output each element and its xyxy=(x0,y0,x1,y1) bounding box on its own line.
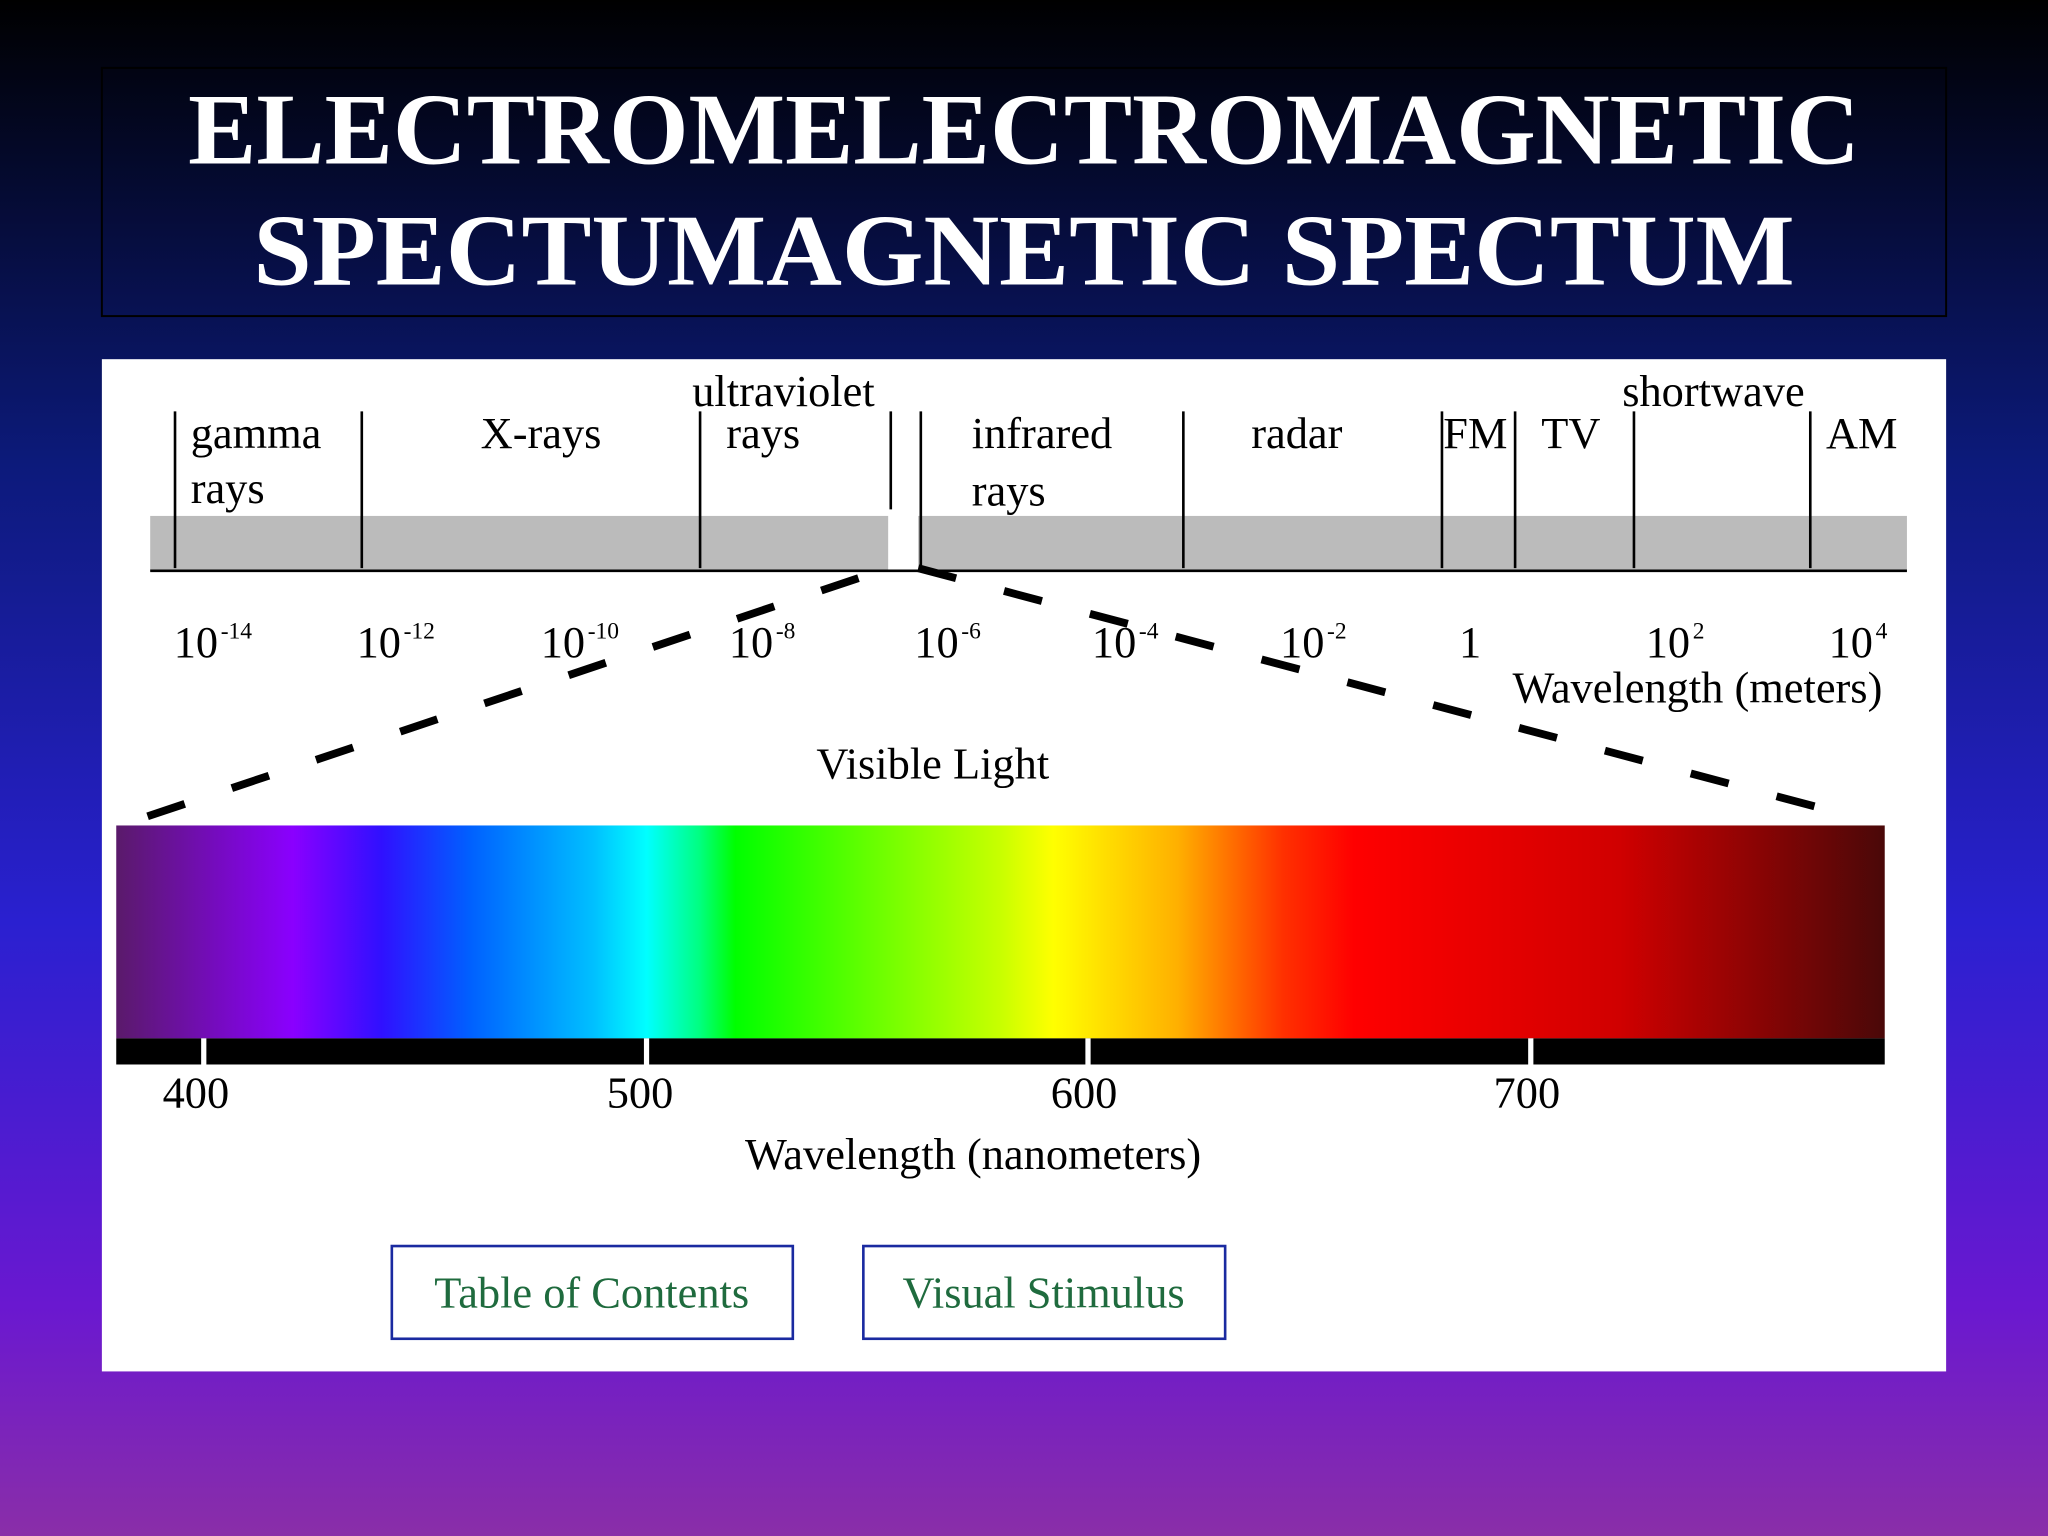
wavelength-base: 10 xyxy=(174,617,218,667)
wavelength-base: 10 xyxy=(1092,617,1136,667)
title-line: SPECTUMAGNETIC SPECTUM xyxy=(253,195,1794,308)
wavelength-base: 10 xyxy=(541,617,585,667)
wavelength-label: 10 -10 xyxy=(541,617,619,667)
nm-label: 600 xyxy=(1051,1068,1118,1118)
band-label: FM xyxy=(1443,408,1507,458)
wavelength-label: 10 4 xyxy=(1829,617,1888,667)
wavelength-base: 10 xyxy=(914,617,958,667)
band-label: rays xyxy=(972,465,1046,515)
wavelength-base: 1 xyxy=(1459,617,1481,667)
nm-bar xyxy=(116,1038,1885,1065)
band-label: shortwave xyxy=(1622,366,1804,416)
nm-label: 500 xyxy=(607,1068,674,1118)
band-label: ultraviolet xyxy=(692,366,875,416)
band-label: X-rays xyxy=(481,408,602,458)
visible-label: Visible Light xyxy=(816,738,1050,788)
band-label: gamma xyxy=(191,408,322,458)
button-label[interactable]: Table of Contents xyxy=(434,1267,749,1317)
band-label: rays xyxy=(191,463,265,513)
wavelength-label: 10 -6 xyxy=(914,617,981,667)
title-line: ELECTROMELECTROMAGNETIC xyxy=(188,73,1860,186)
button-label[interactable]: Visual Stimulus xyxy=(902,1267,1184,1317)
zoom-lines xyxy=(146,564,1854,821)
wavelength-base: 10 xyxy=(1646,617,1690,667)
nm-labels: 400 500 600 700 xyxy=(163,1068,1561,1118)
wavelength-exponent: -8 xyxy=(776,619,796,645)
axis-label: Wavelength (meters) xyxy=(1512,663,1882,713)
band-label: TV xyxy=(1541,408,1600,458)
wavelength-exponent: -2 xyxy=(1327,619,1347,645)
dividers xyxy=(173,411,1812,569)
wavelength-labels: 10 -14 10 -12 10 -10 10 -8 10 -6 10 -4 10 -2 1 10 2 10 4 xyxy=(174,617,1888,667)
wavelength-label: 10 -8 xyxy=(729,617,796,667)
title-box xyxy=(100,66,1948,318)
wavelength-label: 10 -2 xyxy=(1280,617,1347,667)
button[interactable]: Visual Stimulus xyxy=(862,1244,1227,1341)
wavelength-base: 10 xyxy=(357,617,401,667)
band-label: rays xyxy=(726,408,800,458)
band-label: infrared xyxy=(972,408,1112,458)
spectrum-bar xyxy=(918,515,1907,571)
wavelength-label: 10 -14 xyxy=(174,617,253,667)
nm-ticks xyxy=(201,1038,1534,1065)
band-label: radar xyxy=(1251,408,1342,458)
wavelength-base: 10 xyxy=(1829,617,1873,667)
button-frame[interactable] xyxy=(862,1244,1227,1341)
wavelength-exponent: 4 xyxy=(1876,619,1888,645)
visible-spectrum xyxy=(116,825,1885,1039)
wavelength-base: 10 xyxy=(729,617,773,667)
nm-label: 400 xyxy=(163,1068,230,1118)
band-label: AM xyxy=(1826,408,1898,458)
wavelength-exponent: -6 xyxy=(961,619,981,645)
wavelength-exponent: -12 xyxy=(404,619,435,645)
spectrum-bar xyxy=(150,515,889,571)
wavelength-exponent: 2 xyxy=(1693,619,1705,645)
wavelength-exponent: -4 xyxy=(1139,619,1159,645)
wavelength-base: 10 xyxy=(1280,617,1324,667)
wavelength-exponent: -10 xyxy=(588,619,619,645)
wavelength-label: 10 -4 xyxy=(1092,617,1159,667)
button[interactable]: Table of Contents xyxy=(390,1244,795,1341)
wavelength-label: 10 2 xyxy=(1646,617,1705,667)
wavelength-exponent: -14 xyxy=(221,619,253,645)
wavelength-label: 10 -12 xyxy=(357,617,435,667)
axis-label: Wavelength (nanometers) xyxy=(745,1129,1201,1179)
band-labels: gamma rays X-rays ultraviolet rays infra… xyxy=(191,366,1898,515)
nm-label: 700 xyxy=(1494,1068,1561,1118)
button-frame[interactable] xyxy=(390,1244,795,1341)
wavelength-label: 1 xyxy=(1459,617,1481,667)
